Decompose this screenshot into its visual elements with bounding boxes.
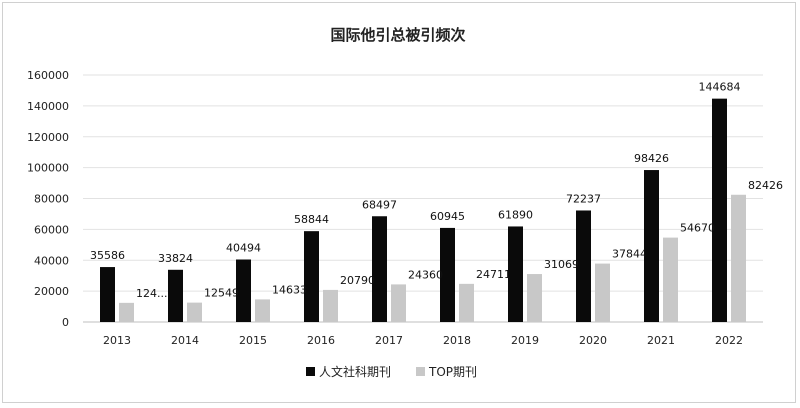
bar-top-2016: [323, 289, 338, 322]
data-label: 35586: [90, 249, 125, 262]
data-label: 98426: [634, 152, 669, 165]
data-label: 24711: [476, 268, 511, 281]
data-label: 31069: [544, 258, 579, 271]
legend-label: 人文社科期刊: [319, 364, 391, 379]
y-tick-label: 100000: [27, 162, 69, 175]
legend-label: TOP期刊: [428, 365, 477, 379]
data-label: 37844: [612, 248, 647, 261]
x-tick-label: 2017: [375, 334, 403, 347]
data-label: 20790: [340, 274, 375, 287]
y-tick-label: 160000: [27, 69, 69, 82]
x-tick-label: 2018: [443, 334, 471, 347]
x-tick-label: 2016: [307, 334, 335, 347]
data-label: 12549: [204, 287, 239, 300]
data-label: 33824: [158, 252, 193, 265]
legend: 人文社科期刊 TOP期刊: [306, 364, 477, 379]
bar-top-2013: [119, 302, 134, 322]
data-label: 68497: [362, 198, 397, 211]
bar-humanities-2020: [576, 210, 591, 322]
y-tick-label: 20000: [34, 285, 69, 298]
bar-humanities-2014: [168, 269, 183, 322]
bar-top-2018: [459, 283, 474, 322]
data-labels: 35586 124... 33824 12549 40494 14633 58844 2079…: [90, 81, 783, 300]
data-label: 144684: [699, 81, 741, 94]
data-label: 58844: [294, 213, 329, 226]
bar-top-2015: [255, 299, 270, 322]
chart-title: 国际他引总被引频次: [330, 26, 465, 44]
x-axis: 2013 2014 2015 2016 2017 2018 2019 2020 2021 2022: [103, 334, 743, 347]
data-label: 14633: [272, 283, 307, 296]
data-label: 54670: [680, 222, 715, 235]
bars: [100, 98, 746, 322]
y-tick-label: 60000: [34, 223, 69, 236]
bar-humanities-2015: [236, 259, 251, 322]
x-tick-label: 2015: [239, 334, 267, 347]
bar-top-2022: [731, 194, 746, 322]
data-label: 61890: [498, 208, 533, 221]
bar-top-2014: [187, 302, 202, 322]
y-tick-label: 40000: [34, 254, 69, 267]
x-tick-label: 2020: [579, 334, 607, 347]
x-tick-label: 2014: [171, 334, 199, 347]
y-tick-label: 0: [62, 316, 69, 329]
bar-humanities-2022: [712, 98, 727, 322]
data-label: 124...: [136, 287, 168, 300]
bar-humanities-2019: [508, 226, 523, 322]
data-label: 82426: [748, 179, 783, 192]
x-tick-label: 2022: [715, 334, 743, 347]
data-label: 24360: [408, 268, 443, 281]
legend-swatch: [306, 367, 315, 376]
bar-top-2017: [391, 284, 406, 322]
bar-humanities-2018: [440, 227, 455, 322]
y-tick-label: 140000: [27, 100, 69, 113]
x-tick-label: 2021: [647, 334, 675, 347]
data-label: 60945: [430, 210, 465, 223]
x-tick-label: 2013: [103, 334, 131, 347]
bar-top-2019: [527, 274, 542, 322]
legend-swatch: [416, 367, 425, 376]
bar-chart: 国际他引总被引频次 0 20000 40000 60000 80000 100000 120…: [27, 26, 783, 379]
y-tick-label: 80000: [34, 193, 69, 206]
bar-humanities-2016: [304, 231, 319, 322]
bar-humanities-2017: [372, 216, 387, 322]
bar-humanities-2013: [100, 267, 115, 322]
bar-top-2020: [595, 263, 610, 322]
data-label: 40494: [226, 241, 261, 254]
y-axis: 0 20000 40000 60000 80000 100000 120000 140000 1…: [27, 69, 69, 329]
data-label: 72237: [566, 192, 601, 205]
bar-top-2021: [663, 237, 678, 322]
bar-humanities-2021: [644, 170, 659, 322]
chart-frame: 国际他引总被引频次 0 20000 40000 60000 80000 100000 120…: [2, 2, 796, 403]
y-tick-label: 120000: [27, 131, 69, 144]
x-tick-label: 2019: [511, 334, 539, 347]
gridlines: [83, 74, 763, 323]
